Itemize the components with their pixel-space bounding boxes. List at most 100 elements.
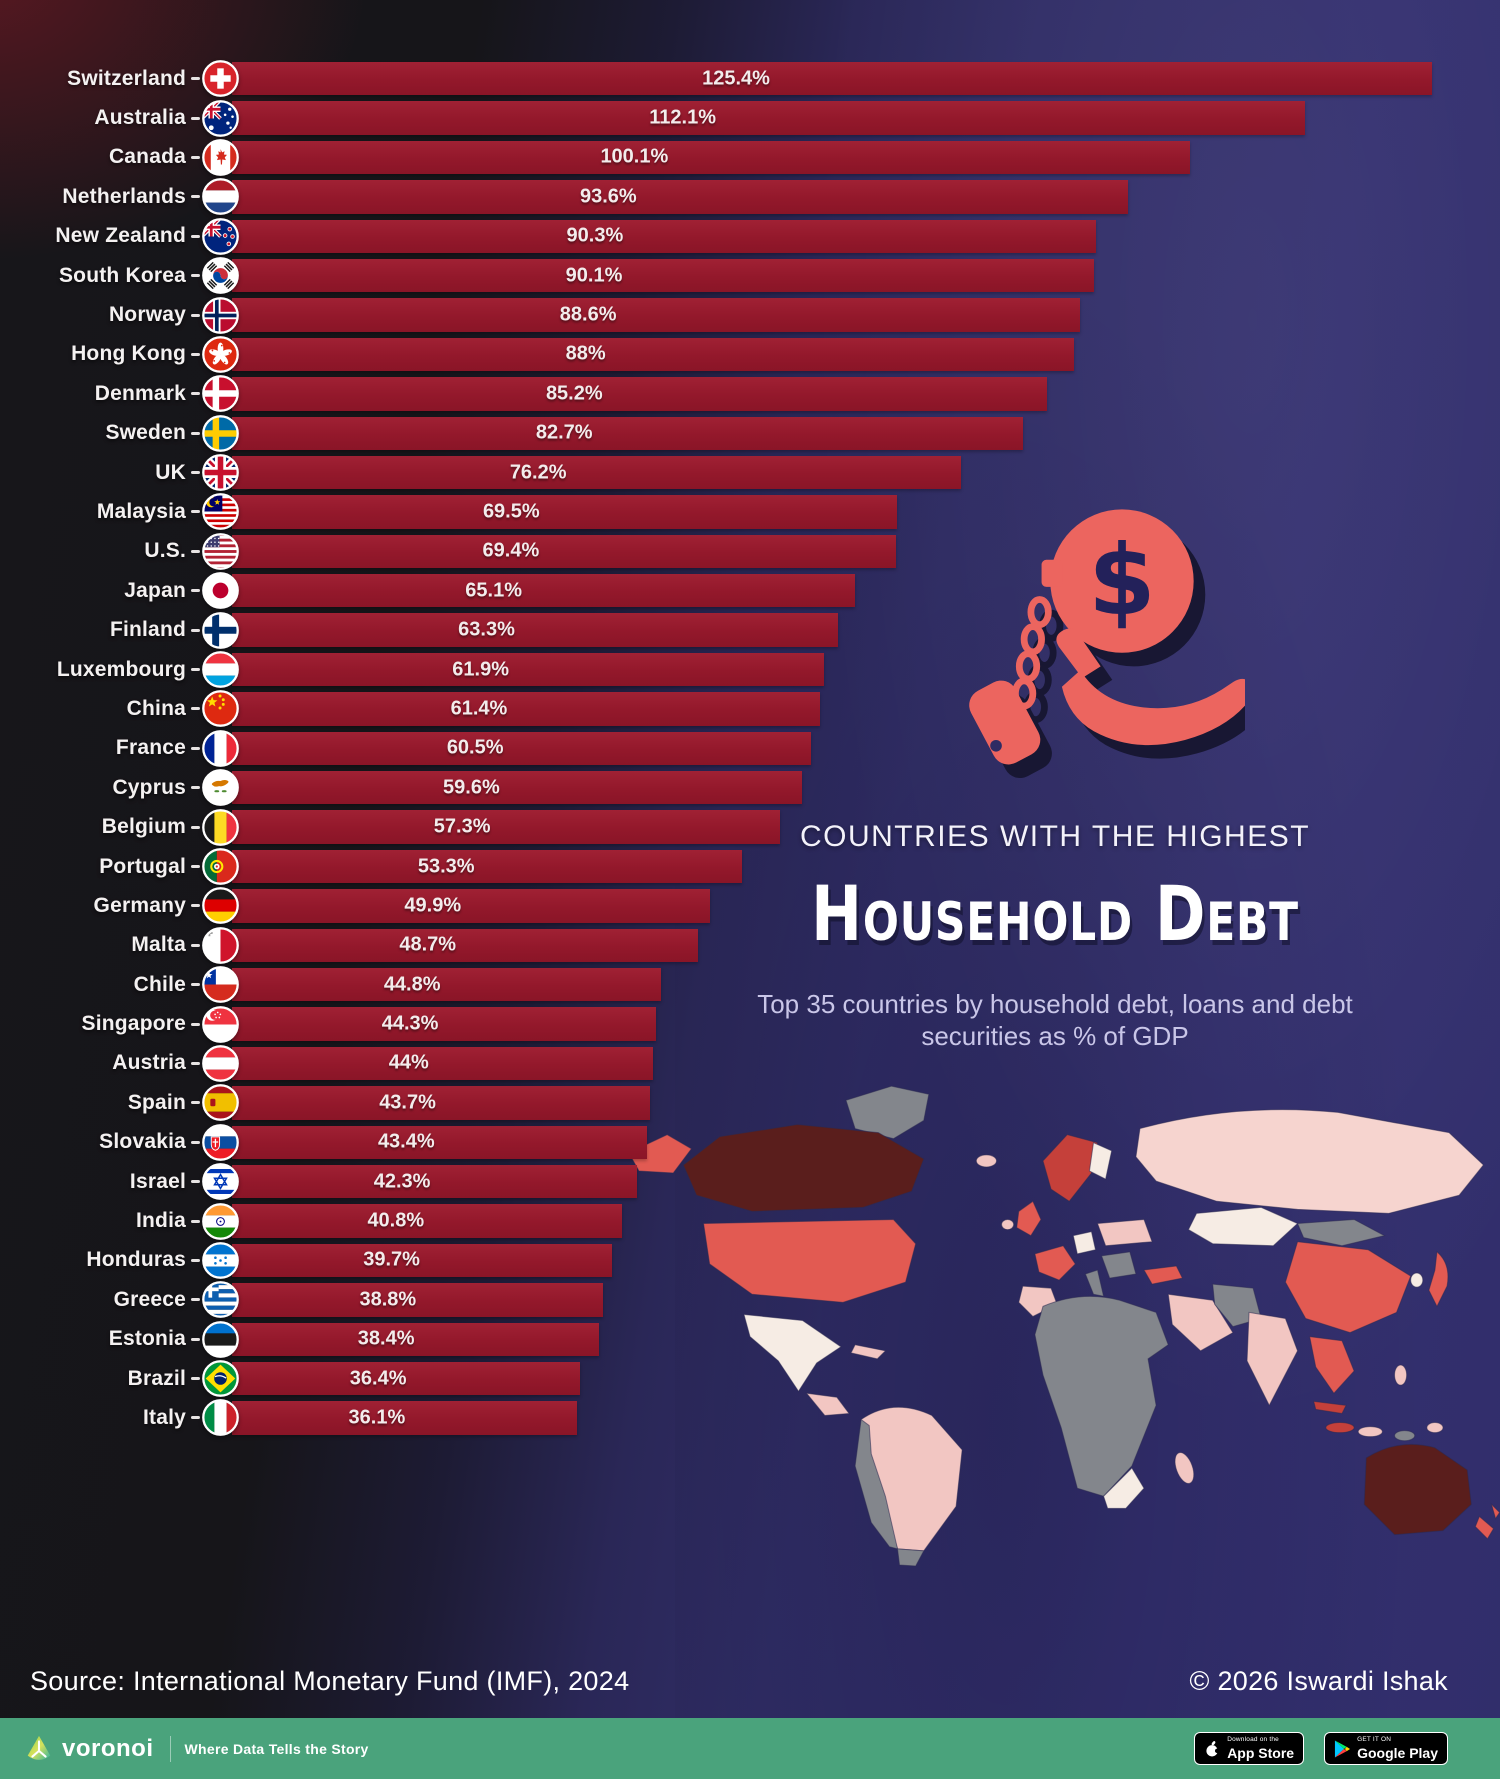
bar-portugal: 53.3% [232,849,742,884]
value-label-singapore: 44.3% [381,1012,439,1035]
axis-tick [191,195,200,199]
bar-canada: 100.1% [232,140,1190,175]
value-label-malaysia: 69.5% [482,500,540,523]
google-play-badge[interactable]: GET IT ON Google Play [1324,1732,1448,1765]
bar-malta: 48.7% [232,928,698,962]
country-label-norway: Norway [108,303,186,327]
bar-slovakia: 43.4% [232,1125,647,1159]
country-label-greece: Greece [113,1287,186,1311]
bar-south-korea: 90.1% [232,258,1094,293]
value-label-chile: 44.8% [383,973,441,996]
bar-chile: 44.8% [232,967,661,1002]
country-label-singapore: Singapore [81,1012,186,1036]
app-store-badge[interactable]: Download on the App Store [1194,1732,1305,1765]
bar-israel: 42.3% [232,1164,637,1199]
value-label-estonia: 38.4% [357,1327,415,1350]
flag-icon-brazil [202,1360,239,1397]
value-label-denmark: 85.2% [545,382,603,405]
axis-tick [191,707,200,711]
country-label-germany: Germany [93,893,186,917]
flag-icon-slovakia [202,1123,239,1161]
chart-row: Norway 88.6% [0,295,1500,334]
bar-greece: 38.8% [232,1283,603,1317]
flag-icon-denmark [202,375,239,413]
bar-italy: 36.1% [232,1401,577,1435]
bar-china: 61.4% [232,692,820,726]
country-label-france: France [115,736,186,760]
bar-norway: 88.6% [232,298,1080,332]
chart-row: Estonia 38.4% [0,1320,1500,1359]
flag-icon-honduras [202,1242,239,1279]
chart-row: Denmark 85.2% [0,374,1500,413]
flag-icon-norway [202,296,239,334]
axis-tick [191,1377,200,1381]
bar-sweden: 82.7% [232,416,1023,450]
country-label-portugal: Portugal [99,854,186,878]
axis-tick [191,77,200,81]
value-label-italy: 36.1% [348,1406,406,1429]
chart-row: Brazil 36.4% [0,1359,1500,1398]
page-title: Household Debt [811,869,1299,958]
value-label-austria: 44% [388,1051,429,1074]
chart-row: Italy 36.1% [0,1398,1500,1437]
source-text: Source: International Monetary Fund (IMF… [30,1666,630,1696]
axis-tick [191,155,200,159]
bar-cyprus: 59.6% [232,771,802,805]
bar-honduras: 39.7% [232,1243,612,1278]
chart-row: Portugal 53.3% [0,847,1500,886]
bar-luxembourg: 61.9% [232,652,824,687]
google-play-icon [1335,1740,1351,1757]
value-label-france: 60.5% [446,736,504,759]
value-label-luxembourg: 61.9% [452,658,509,681]
value-label-greece: 38.8% [359,1288,417,1311]
bar-hong-kong: 88% [232,337,1074,372]
country-label-south-korea: South Korea [58,263,186,287]
chart-row: Luxembourg 61.9% [0,650,1500,689]
axis-tick [191,786,200,790]
world-map [590,1072,1500,1567]
chart-row: Finland 63.3% [0,610,1500,649]
axis-tick [191,1022,200,1026]
bar-chart: Switzerland 125.4% Australia 112.1% Canada 10… [0,59,1500,1438]
flag-icon-germany [202,887,239,925]
country-label-netherlands: Netherlands [62,184,186,208]
chart-row: Switzerland 125.4% [0,59,1500,98]
debt-hand-coin-icon: $ [935,440,1245,790]
bar-u-s: 69.4% [232,534,896,569]
country-label-new-zealand: New Zealand [55,224,186,248]
axis-tick [191,431,200,435]
bar-finland: 63.3% [232,613,838,647]
footer-bar: voronoi Where Data Tells the Story Downl… [0,1718,1500,1779]
flag-icon-netherlands [202,178,239,216]
bar-japan: 65.1% [232,574,855,608]
country-label-slovakia: Slovakia [99,1130,186,1154]
country-label-denmark: Denmark [94,381,186,405]
value-label-spain: 43.7% [379,1091,436,1114]
chart-row: Spain 43.7% [0,1083,1500,1122]
flag-icon-italy [202,1399,239,1437]
bar-france: 60.5% [232,731,811,766]
chart-row: Canada 100.1% [0,138,1500,177]
value-label-belgium: 57.3% [433,815,491,838]
axis-tick [191,904,200,908]
country-label-switzerland: Switzerland [67,66,186,90]
value-label-uk: 76.2% [509,461,567,484]
copyright-text: © 2026 Iswardi Ishak [1189,1666,1448,1696]
subtitle: Top 35 countries by household debt, loan… [757,989,1353,1051]
flag-icon-japan [202,572,239,610]
chart-row: Chile 44.8% [0,965,1500,1004]
axis-tick [191,392,200,396]
axis-tick [191,471,200,475]
chart-row: Belgium 57.3% [0,807,1500,846]
axis-tick [191,865,200,868]
value-label-malta: 48.7% [399,933,457,956]
badge-pre-text: Download on the [1227,1736,1279,1744]
bar-switzerland: 125.4% [232,62,1432,96]
country-label-hong-kong: Hong Kong [71,342,186,366]
axis-tick [191,1180,200,1184]
bar-spain: 43.7% [232,1086,650,1120]
chart-row: Cyprus 59.6% [0,768,1500,807]
axis-tick [191,234,200,238]
axis-tick [191,1140,200,1144]
flag-icon-u-s [202,533,239,570]
